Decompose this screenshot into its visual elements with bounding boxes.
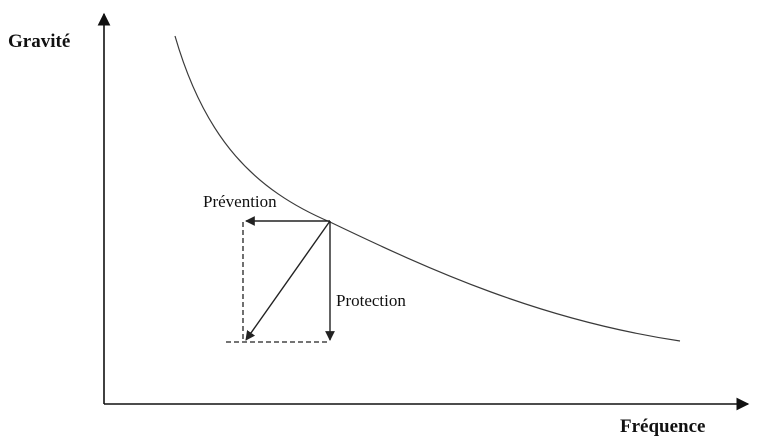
- resultant-arrow: [245, 220, 331, 341]
- prevention-label: Prévention: [203, 192, 277, 211]
- x-axis-label: Fréquence: [620, 416, 705, 437]
- y-axis-label: Gravité: [8, 31, 70, 52]
- risk-curve: [174, 35, 681, 342]
- protection-label: Protection: [336, 291, 406, 310]
